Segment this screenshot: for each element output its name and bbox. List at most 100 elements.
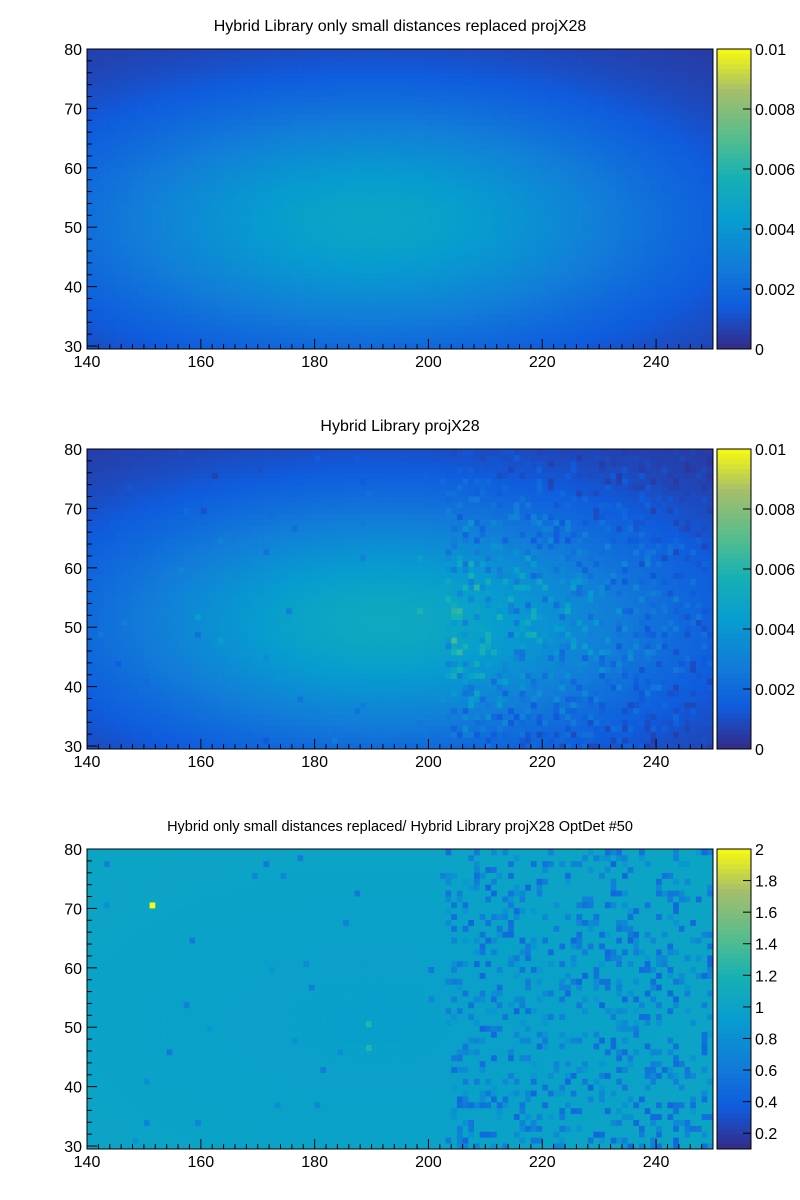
- heatmap-cell: [212, 125, 219, 132]
- heatmap-cell: [291, 337, 298, 344]
- heatmap-cell: [178, 313, 185, 320]
- heatmap-cell: [445, 160, 452, 168]
- heatmap-cell: [627, 254, 634, 262]
- heatmap-cell: [314, 154, 321, 162]
- heatmap-cell: [547, 272, 555, 279]
- heatmap-cell: [234, 243, 242, 250]
- heatmap-cell: [308, 343, 316, 350]
- heatmap-cell: [160, 207, 168, 215]
- heatmap-cell: [195, 196, 202, 203]
- heatmap-cell: [519, 237, 526, 244]
- heatmap-cell: [132, 196, 139, 203]
- heatmap-cell: [468, 219, 475, 226]
- heatmap-cell: [297, 201, 304, 209]
- heatmap-cell: [491, 307, 498, 315]
- heatmap-cell: [417, 172, 424, 179]
- heatmap-cell: [178, 319, 185, 326]
- heatmap-cell: [178, 219, 185, 226]
- heatmap-cell: [627, 96, 634, 103]
- heatmap-cell: [291, 101, 298, 109]
- heatmap-cell: [536, 272, 543, 279]
- heatmap-cell: [593, 143, 600, 150]
- heatmap-cell: [417, 201, 424, 209]
- heatmap-cell: [348, 154, 355, 162]
- heatmap-cell: [456, 301, 463, 309]
- heatmap-cell: [633, 331, 640, 338]
- heatmap-cell: [388, 207, 395, 215]
- heatmap-cell: [536, 266, 543, 273]
- heatmap-cell: [411, 249, 418, 256]
- heatmap-cell: [172, 296, 179, 303]
- heatmap-cell: [644, 190, 651, 197]
- heatmap-cell: [178, 290, 185, 297]
- heatmap-cell: [280, 96, 287, 103]
- heatmap-cell: [530, 278, 537, 285]
- heatmap-cell: [451, 325, 458, 332]
- heatmap-cell: [639, 260, 646, 268]
- heatmap-cell: [519, 84, 526, 91]
- heatmap-cell: [417, 319, 424, 326]
- heatmap-cell: [536, 143, 543, 150]
- heatmap-cell: [604, 184, 611, 191]
- heatmap-cell: [405, 266, 412, 273]
- heatmap-cell: [252, 237, 259, 244]
- heatmap-cell: [297, 207, 304, 215]
- heatmap-cell: [559, 90, 566, 97]
- heatmap-cell: [320, 249, 327, 256]
- heatmap-cell: [695, 254, 703, 262]
- heatmap-cell: [496, 101, 503, 109]
- heatmap-cell: [451, 278, 458, 285]
- heatmap-cell: [610, 172, 617, 179]
- heatmap-cell: [109, 160, 116, 168]
- heatmap-cell: [223, 113, 230, 120]
- heatmap-cell: [229, 225, 236, 232]
- heatmap-cell: [104, 90, 111, 97]
- heatmap-cell: [656, 343, 663, 350]
- heatmap-cell: [343, 119, 350, 126]
- heatmap-cell: [115, 284, 122, 291]
- heatmap-cell: [223, 272, 230, 279]
- heatmap-cell: [189, 260, 196, 268]
- heatmap-cell: [684, 113, 691, 120]
- heatmap-cell: [536, 190, 543, 197]
- heatmap-cell: [684, 337, 691, 344]
- heatmap-cell: [468, 290, 475, 297]
- heatmap-cell: [508, 96, 515, 103]
- heatmap-cell: [502, 107, 509, 115]
- heatmap-cell: [115, 107, 122, 115]
- heatmap-cell: [132, 319, 139, 326]
- heatmap-cell: [553, 337, 560, 344]
- heatmap-cell: [121, 131, 128, 138]
- heatmap-cell: [701, 196, 708, 203]
- heatmap-cell: [274, 290, 281, 297]
- heatmap-cell: [616, 284, 623, 291]
- heatmap-cell: [633, 166, 640, 173]
- heatmap-cell: [382, 125, 390, 132]
- heatmap-cell: [331, 107, 338, 115]
- heatmap-cell: [331, 249, 338, 256]
- heatmap-cell: [565, 207, 572, 215]
- heatmap-cell: [468, 213, 475, 220]
- heatmap-cell: [667, 166, 674, 173]
- heatmap-cell: [434, 307, 441, 315]
- heatmap-cell: [422, 125, 429, 132]
- heatmap-cell: [644, 225, 651, 232]
- heatmap-cell: [616, 172, 623, 179]
- heatmap-cell: [695, 178, 703, 185]
- heatmap-cell: [195, 137, 202, 144]
- heatmap-cell: [593, 113, 600, 120]
- heatmap-cell: [411, 207, 418, 215]
- heatmap-cell: [360, 149, 367, 156]
- heatmap-cell: [473, 260, 481, 268]
- heatmap-cell: [417, 178, 424, 185]
- heatmap-cell: [508, 84, 515, 91]
- heatmap-cell: [547, 331, 555, 338]
- heatmap-cell: [570, 260, 577, 268]
- heatmap-cell: [87, 272, 94, 279]
- heatmap-cell: [417, 237, 424, 244]
- heatmap-cell: [160, 219, 168, 226]
- heatmap-cell: [223, 296, 230, 303]
- heatmap-cell: [502, 113, 509, 120]
- heatmap-cell: [479, 207, 486, 215]
- heatmap-cell: [456, 131, 463, 138]
